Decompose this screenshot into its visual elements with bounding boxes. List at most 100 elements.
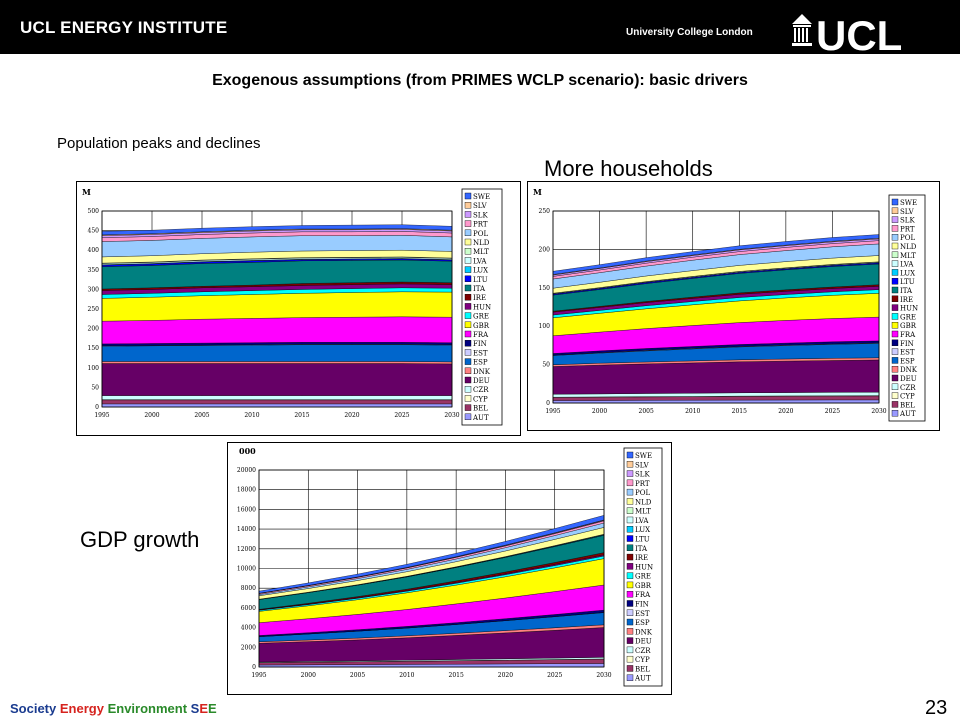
x-tick-label: 2010 bbox=[399, 672, 414, 679]
x-tick-label: 2015 bbox=[294, 412, 309, 419]
x-tick-label: 2005 bbox=[194, 412, 209, 419]
legend-label-esp: ESP bbox=[635, 619, 650, 627]
legend-label-fin: FIN bbox=[473, 340, 487, 348]
y-tick-label: 6000 bbox=[241, 605, 256, 612]
legend-swatch-pol bbox=[891, 234, 899, 241]
footer-environment: Environment bbox=[107, 701, 188, 716]
y-tick-label: 10000 bbox=[237, 566, 256, 573]
y-tick-label: 200 bbox=[88, 326, 100, 333]
legend-label-lux: LUX bbox=[473, 267, 488, 275]
legend-swatch-swe bbox=[626, 451, 634, 459]
legend-label-esp: ESP bbox=[900, 357, 915, 365]
legend-label-gre: GRE bbox=[900, 313, 916, 321]
legend-swatch-gbr bbox=[891, 321, 899, 329]
legend-label-deu: DEU bbox=[473, 377, 490, 385]
legend-swatch-slk bbox=[891, 216, 899, 223]
legend-label-gre: GRE bbox=[473, 313, 489, 321]
x-tick-label: 2000 bbox=[592, 408, 607, 415]
y-tick-label: 350 bbox=[88, 267, 100, 274]
legend-label-dnk: DNK bbox=[473, 368, 491, 376]
footer-society: Society bbox=[10, 701, 57, 716]
y-tick-label: 100 bbox=[88, 365, 100, 372]
y-tick-label: 12000 bbox=[237, 546, 256, 553]
legend-swatch-dnk bbox=[891, 365, 899, 373]
area-czr bbox=[101, 395, 453, 400]
legend-swatch-hun bbox=[891, 304, 899, 311]
legend-swatch-ltu bbox=[626, 535, 634, 542]
legend-swatch-fra bbox=[464, 330, 472, 338]
legend-label-prt: PRT bbox=[900, 225, 915, 233]
unit-label: M bbox=[82, 187, 91, 197]
legend-label-fin: FIN bbox=[900, 340, 914, 348]
legend-label-pol: POL bbox=[635, 489, 650, 497]
y-tick-label: 400 bbox=[88, 247, 100, 254]
legend-label-ltu: LTU bbox=[635, 536, 650, 544]
y-tick-label: 150 bbox=[88, 345, 100, 352]
legend-label-mlt: MLT bbox=[473, 248, 489, 256]
legend-swatch-est bbox=[891, 348, 899, 355]
legend-swatch-mlt bbox=[626, 507, 634, 514]
legend-swatch-est bbox=[464, 349, 472, 356]
legend-label-gbr: GBR bbox=[900, 322, 917, 330]
legend-label-bel: BEL bbox=[473, 405, 488, 413]
legend-swatch-prt bbox=[891, 225, 899, 232]
population-chart: M 0 50 100 150 200 250 300 350 400 450 500 1995 2000 2… bbox=[76, 181, 521, 436]
gdp-caption: GDP growth bbox=[80, 527, 200, 552]
x-tick-label: 1995 bbox=[545, 408, 560, 415]
legend-swatch-fin bbox=[464, 339, 472, 347]
y-tick-label: 100 bbox=[539, 323, 551, 330]
page-number: 23 bbox=[925, 697, 948, 719]
legend-swatch-slk bbox=[626, 470, 634, 477]
legend-swatch-swe bbox=[891, 198, 899, 206]
legend-swatch-lux bbox=[626, 526, 634, 533]
legend-swatch-mlt bbox=[891, 251, 899, 259]
x-tick-label: 2025 bbox=[394, 412, 409, 419]
legend-label-slk: SLK bbox=[900, 217, 915, 225]
legend-label-pol: POL bbox=[900, 234, 915, 242]
legend-label-ire: IRE bbox=[900, 296, 913, 304]
legend-label-bel: BEL bbox=[635, 665, 650, 673]
legend-label-aut: AUT bbox=[634, 675, 651, 683]
legend-label-hun: HUN bbox=[635, 563, 653, 571]
legend-label-cyp: CYP bbox=[900, 393, 915, 401]
legend-label-slv: SLV bbox=[635, 461, 650, 469]
x-tick-label: 2015 bbox=[449, 672, 464, 679]
y-tick-label: 20000 bbox=[237, 467, 256, 474]
x-tick-label: 2020 bbox=[344, 412, 359, 419]
y-tick-label: 2000 bbox=[241, 644, 256, 651]
footer-e2: E bbox=[208, 701, 217, 716]
legend-label-deu: DEU bbox=[635, 638, 652, 646]
legend-label-est: EST bbox=[635, 610, 650, 618]
y-tick-label: 4000 bbox=[241, 625, 256, 632]
area-dnk bbox=[101, 361, 453, 365]
legend-swatch-slv bbox=[464, 202, 472, 209]
y-tick-label: 0 bbox=[252, 664, 256, 671]
legend-swatch-ire bbox=[891, 295, 899, 303]
legend-label-prt: PRT bbox=[635, 480, 650, 488]
legend-swatch-slv bbox=[891, 207, 899, 214]
y-tick-label: 16000 bbox=[237, 506, 256, 513]
unit-label: 000 bbox=[239, 446, 256, 456]
legend-label-fra: FRA bbox=[473, 331, 489, 339]
legend-label-mlt: MLT bbox=[635, 508, 651, 516]
households-caption: More households bbox=[544, 156, 713, 181]
area-fra bbox=[101, 316, 453, 345]
legend-label-swe: SWE bbox=[473, 193, 490, 201]
legend-label-lva: LVA bbox=[900, 261, 914, 269]
households-chart: M 0 50 100 150 200 250 1995 2000 2005 2010 2015 2020… bbox=[527, 181, 940, 431]
footer-tagline: Society Energy Environment SEE bbox=[10, 701, 217, 716]
legend-label-cyp: CYP bbox=[473, 395, 488, 403]
legend-swatch-dnk bbox=[626, 628, 634, 635]
legend-label-nld: NLD bbox=[473, 239, 490, 247]
x-tick-label: 2010 bbox=[685, 408, 700, 415]
legend-label-ita: ITA bbox=[635, 545, 648, 553]
legend-swatch-lva bbox=[626, 516, 634, 524]
legend-label-mlt: MLT bbox=[900, 252, 916, 260]
legend-label-lux: LUX bbox=[900, 269, 915, 277]
x-tick-label: 2025 bbox=[547, 672, 562, 679]
legend-label-ire: IRE bbox=[473, 294, 486, 302]
legend-label-fra: FRA bbox=[900, 331, 916, 339]
legend-label-gbr: GBR bbox=[635, 582, 652, 590]
legend-label-slv: SLV bbox=[900, 208, 915, 216]
legend-swatch-ita bbox=[891, 286, 899, 294]
